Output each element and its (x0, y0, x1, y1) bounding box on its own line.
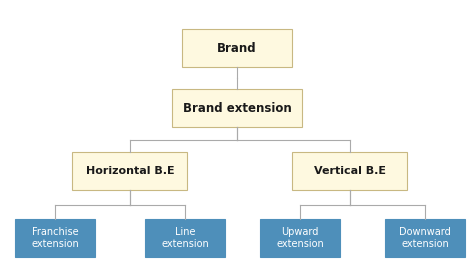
Text: Line
extension: Line extension (161, 227, 209, 249)
Text: Brand: Brand (217, 41, 257, 54)
Text: Vertical B.E: Vertical B.E (314, 166, 386, 176)
FancyBboxPatch shape (260, 219, 340, 257)
Text: Downward
extension: Downward extension (399, 227, 451, 249)
FancyBboxPatch shape (182, 29, 292, 67)
FancyBboxPatch shape (172, 89, 302, 127)
FancyBboxPatch shape (145, 219, 225, 257)
FancyBboxPatch shape (73, 152, 188, 190)
Text: Upward
extension: Upward extension (276, 227, 324, 249)
FancyBboxPatch shape (292, 152, 408, 190)
FancyBboxPatch shape (385, 219, 465, 257)
Text: Franchise
extension: Franchise extension (31, 227, 79, 249)
Text: Brand extension: Brand extension (182, 102, 292, 115)
Text: Horizontal B.E: Horizontal B.E (86, 166, 174, 176)
FancyBboxPatch shape (15, 219, 95, 257)
